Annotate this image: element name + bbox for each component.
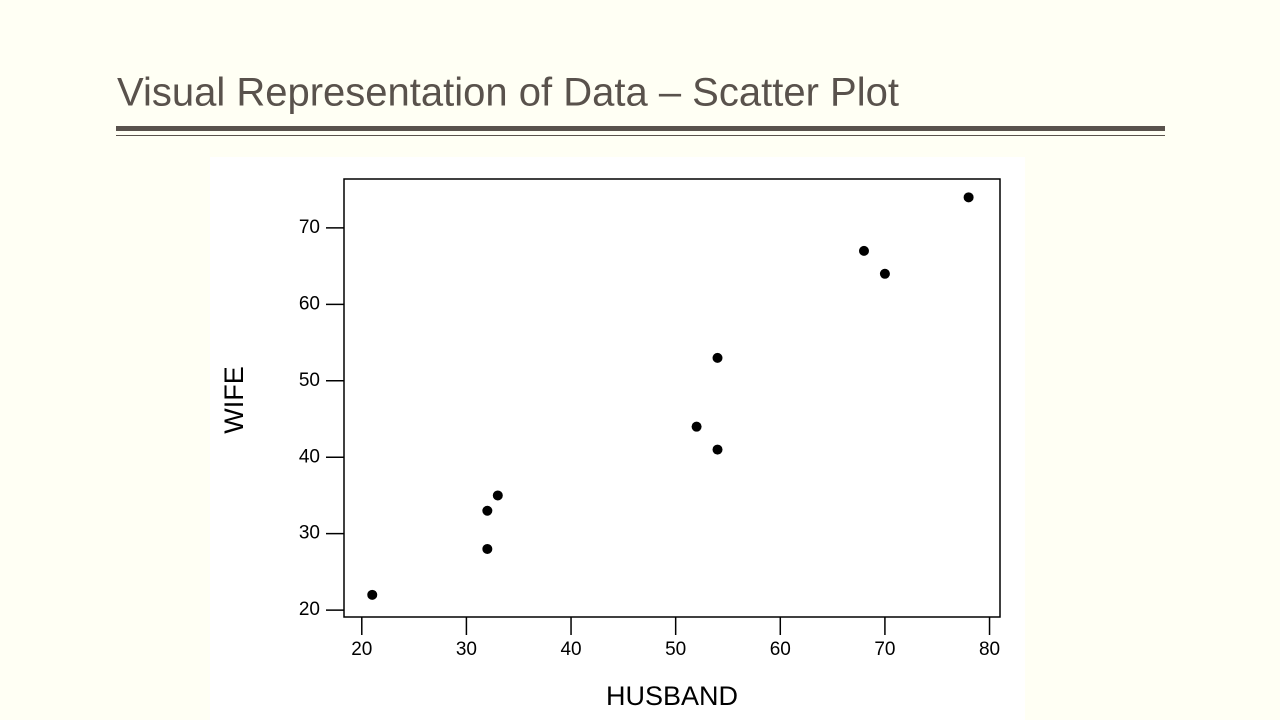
point (963, 192, 974, 203)
point (712, 444, 723, 455)
y-tick-label: 20 (299, 599, 320, 620)
chart-panel (210, 157, 1025, 720)
title-rule-thick (116, 126, 1165, 131)
y-tick-label: 40 (299, 446, 320, 467)
x-axis-label: HUSBAND (606, 681, 738, 711)
plot-frame (343, 178, 1001, 618)
point (482, 543, 493, 554)
y-tick-label: 30 (299, 523, 320, 544)
y-tick-label: 70 (299, 217, 320, 238)
x-tick-label: 50 (665, 639, 686, 660)
point (879, 268, 890, 279)
x-tick-label: 70 (874, 639, 895, 660)
x-tick-label: 30 (456, 639, 477, 660)
x-tick-label: 20 (351, 639, 372, 660)
x-tick-label: 40 (560, 639, 581, 660)
y-tick-label: 60 (299, 293, 320, 314)
x-tick-label: 80 (979, 639, 1000, 660)
y-tick-label: 50 (299, 370, 320, 391)
y-axis-label: WIFE (219, 366, 249, 434)
point (691, 421, 702, 432)
point (492, 490, 503, 501)
point (712, 352, 723, 363)
title-rule-thin (116, 135, 1165, 136)
point (367, 589, 378, 600)
point (482, 505, 493, 516)
x-tick-label: 60 (770, 639, 791, 660)
point (858, 245, 869, 256)
slide-title: Visual Representation of Data – Scatter … (117, 71, 899, 115)
